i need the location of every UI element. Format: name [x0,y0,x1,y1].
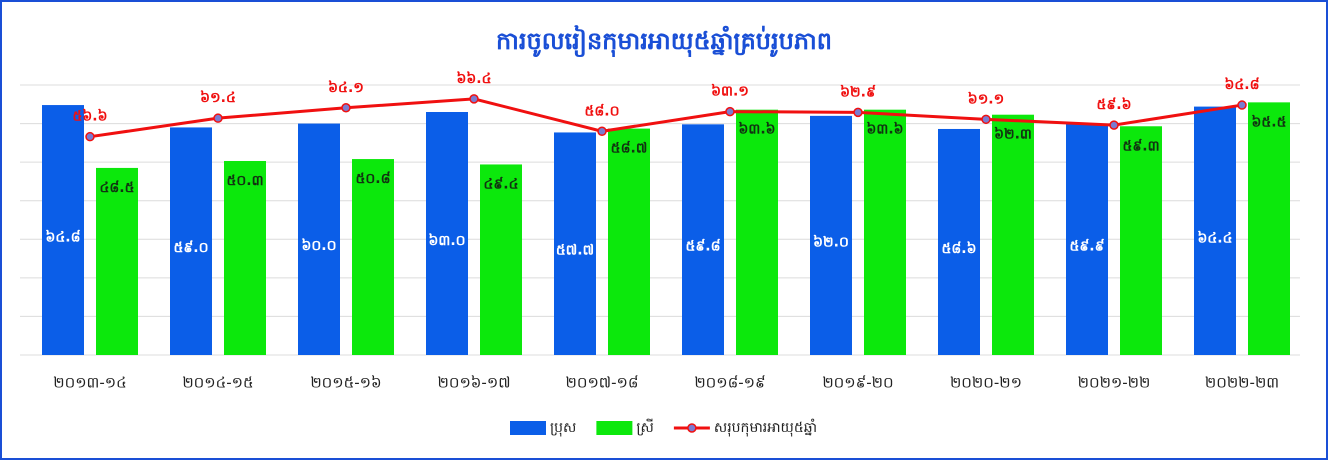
data-label: ៥៩.៨ [685,239,720,255]
data-label: ៦១.១ [968,91,1004,107]
x-tick-label: ២០១៣-១៤ [53,374,127,392]
line-marker [341,103,351,113]
chart-title: ការចូលរៀនកុមារអាយុ៥ឆ្នាំគ្រប់រូបភាព [496,25,832,58]
legend-label: ស្រី [636,418,654,436]
line-marker [213,113,223,123]
legend-swatch [510,421,546,435]
bar [608,128,650,355]
bar [224,160,266,355]
line-marker [981,114,991,125]
data-label: ៥៩.៣ [1122,138,1159,154]
data-label: ៥៩.៦ [1096,97,1131,113]
x-tick-label: ២០១៨-១៩ [694,374,765,392]
line-marker [469,94,479,104]
line-marker [1109,120,1119,130]
bar [426,112,468,355]
legend-label: ប្រុស [550,420,576,437]
data-label: ៥៩.៩ [1069,238,1104,254]
legend-label: សរុបកុមារអាយុ៥ឆ្នាំ [714,418,817,437]
data-label: ៥០.៨ [355,171,390,187]
line-marker [853,107,863,118]
data-label: ៥៨.០ [584,103,619,119]
bar [298,123,340,355]
data-label: ៦៥.៥ [1251,114,1286,130]
bar [992,114,1034,355]
x-tick-label: ២០១៧-១៨ [565,374,638,392]
legend-swatch [687,423,697,433]
data-label: ៥៦.៦ [72,109,107,125]
bar [42,105,84,355]
x-tick-label: ២០២១-២២ [1078,374,1151,392]
data-label: ៥៧.៧ [556,242,594,258]
bar [352,159,394,355]
bar [96,167,138,355]
bar [864,109,906,355]
data-label: ៦៤.១ [328,80,364,96]
x-tick-label: ២០១៤-១៥ [182,374,253,392]
data-label: ៦៤.៨ [45,230,80,246]
data-label: ៥៨.៧ [611,141,648,157]
data-label: ៥៨.៦ [941,241,976,257]
bar [682,124,724,355]
data-label: ៦០.០ [301,238,336,254]
data-label: ៦២.៣ [994,127,1032,143]
x-tick-label: ២០២២-២៣ [1205,374,1279,392]
x-tick-label: ២០១៥-១៦ [310,374,381,392]
data-label: ៦៣.០ [428,233,465,249]
bar [480,164,522,355]
x-tick-label: ២០២០-២១ [950,374,1022,392]
line-marker [1237,100,1247,110]
data-label: ៦៦.៤ [456,71,491,87]
data-label: ៦៤.៤ [1197,230,1232,246]
line-marker [725,106,735,117]
bar [170,127,212,355]
data-label: ៦៣.៦ [738,122,775,138]
data-label: ៦១.៤ [200,90,236,106]
line [89,97,1243,139]
bar [810,115,852,355]
data-label: ៦៤.៨ [1224,77,1259,93]
data-label: ៥០.៣ [226,173,263,189]
bar [1066,123,1108,355]
line-marker [85,131,95,142]
bar [938,128,980,355]
bar [1120,126,1162,356]
data-label: ៤៨.៥ [99,180,134,196]
bar [1248,102,1290,355]
bar [554,132,596,355]
x-tick-label: ២០១៩-២០ [822,374,893,392]
bar [736,109,778,355]
legend-swatch [596,421,633,435]
data-label: ៦២.០ [813,235,849,251]
line-marker [597,126,607,137]
data-label: ៦២.៩ [840,84,876,100]
data-label: ៦៣.៦ [866,122,903,138]
bar [1194,106,1236,355]
data-label: ៥៩.០ [173,240,208,256]
data-label: ៦៣.១ [711,84,749,100]
data-label: ៤៩.៤ [483,176,518,192]
x-tick-label: ២០១៦-១៧ [437,374,510,392]
